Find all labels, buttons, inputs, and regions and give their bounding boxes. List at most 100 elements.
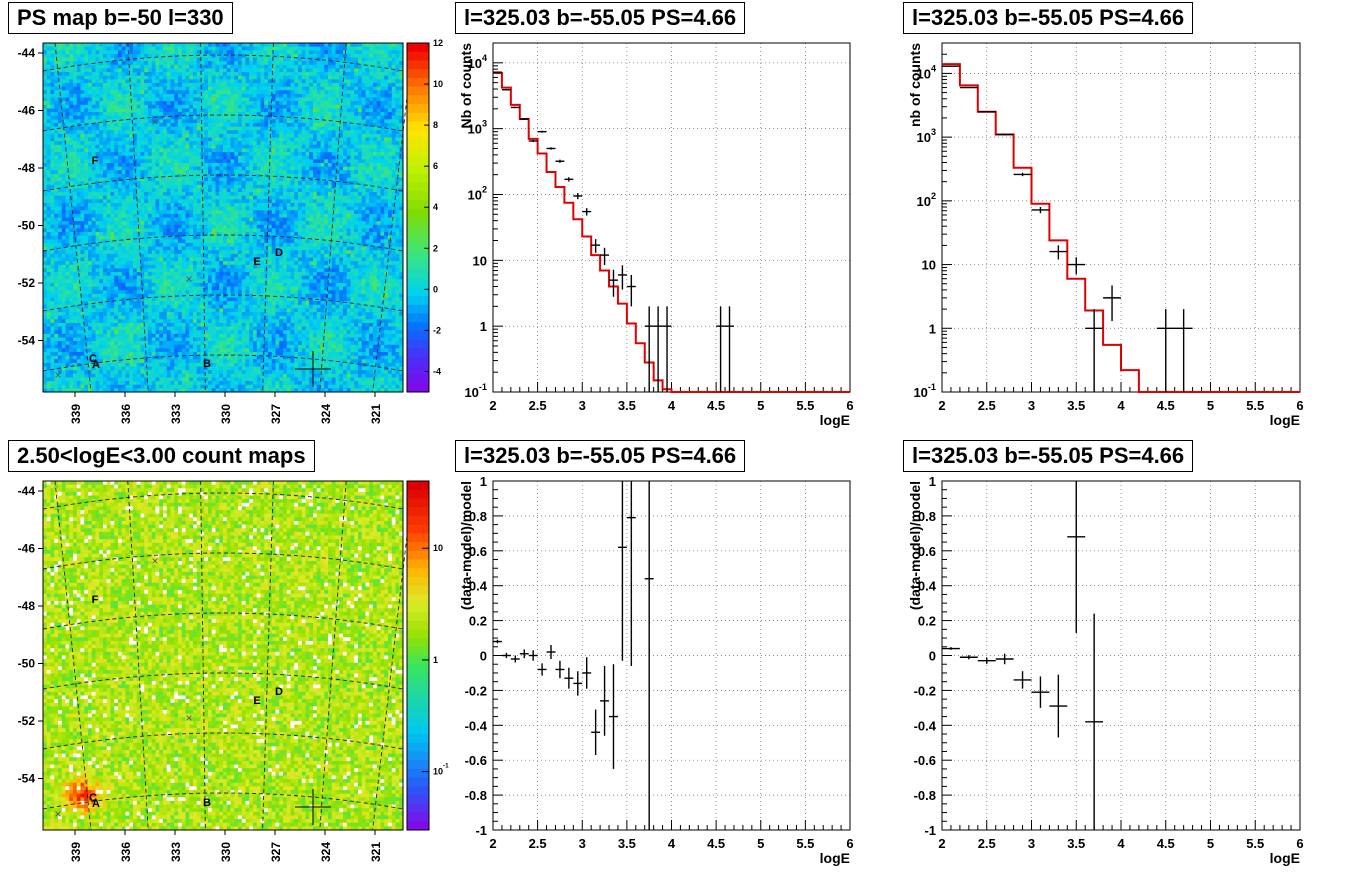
map-pixel: [66, 385, 70, 389]
map-pixel: [58, 196, 62, 200]
map-pixel: [62, 50, 66, 54]
map-pixel: [81, 247, 85, 251]
map-pixel: [103, 214, 107, 218]
map-pixel: [62, 374, 66, 378]
map-pixel: [81, 316, 85, 320]
map-pixel: [88, 43, 92, 47]
map-pixel: [47, 210, 51, 214]
map-pixel: [69, 232, 73, 236]
map-pixel: [96, 127, 100, 131]
map-pixel: [107, 112, 111, 116]
map-pixel: [69, 148, 73, 152]
map-pixel: [99, 283, 103, 287]
map-pixel: [99, 250, 103, 254]
map-pixel: [66, 87, 70, 91]
map-pixel: [92, 327, 96, 331]
map-pixel: [88, 330, 92, 334]
map-pixel: [92, 196, 96, 200]
map-pixel: [81, 112, 85, 116]
map-pixel: [88, 268, 92, 272]
map-pixel: [47, 156, 51, 160]
map-pixel: [103, 174, 107, 178]
map-pixel: [43, 90, 47, 94]
map-pixel: [58, 359, 62, 363]
map-pixel: [103, 123, 107, 127]
map-pixel: [99, 323, 103, 327]
map-pixel: [77, 203, 81, 207]
map-pixel: [103, 43, 107, 47]
map-pixel: [69, 345, 73, 349]
map-pixel: [96, 254, 100, 258]
map-pixel: [84, 68, 88, 72]
map-pixel: [51, 359, 55, 363]
map-pixel: [111, 105, 115, 109]
map-pixel: [96, 374, 100, 378]
map-pixel: [54, 257, 58, 261]
map-pixel: [107, 257, 111, 261]
map-pixel: [103, 377, 107, 381]
map-pixel: [66, 141, 70, 145]
map-pixel: [47, 305, 51, 309]
map-pixel: [47, 159, 51, 163]
map-pixel: [77, 152, 81, 156]
map-pixel: [62, 159, 66, 163]
map-pixel: [66, 261, 70, 265]
map-pixel: [92, 283, 96, 287]
map-pixel: [73, 185, 77, 189]
map-pixel: [84, 65, 88, 69]
map-pixel: [103, 287, 107, 291]
map-pixel: [54, 225, 58, 229]
map-pixel: [88, 170, 92, 174]
map-pixel: [73, 276, 77, 280]
map-pixel: [66, 101, 70, 105]
map-pixel: [69, 101, 73, 105]
map-pixel: [81, 228, 85, 232]
map-pixel: [88, 261, 92, 265]
map-pixel: [99, 254, 103, 258]
map-pixel: [77, 68, 81, 72]
map-pixel: [62, 221, 66, 225]
map-pixel: [88, 247, 92, 251]
map-pixel: [66, 312, 70, 316]
map-pixel: [107, 319, 111, 323]
map-pixel: [69, 127, 73, 131]
map-pixel: [66, 250, 70, 254]
map-pixel: [43, 330, 47, 334]
map-pixel: [81, 377, 85, 381]
map-pixel: [51, 207, 55, 211]
map-pixel: [54, 268, 58, 272]
map-pixel: [81, 254, 85, 258]
map-pixel: [103, 334, 107, 338]
map-pixel: [54, 170, 58, 174]
map-pixel: [88, 327, 92, 331]
map-pixel: [54, 116, 58, 120]
map-pixel: [96, 50, 100, 54]
map-pixel: [73, 196, 77, 200]
map-pixel: [51, 294, 55, 298]
map-pixel: [66, 308, 70, 312]
map-pixel: [107, 141, 111, 145]
map-pixel: [69, 312, 73, 316]
map-pixel: [84, 116, 88, 120]
map-pixel: [66, 334, 70, 338]
map-pixel: [81, 127, 85, 131]
map-pixel: [62, 341, 66, 345]
map-pixel: [51, 98, 55, 102]
map-pixel: [99, 116, 103, 120]
map-pixel: [47, 381, 51, 385]
map-pixel: [62, 239, 66, 243]
map-pixel: [92, 290, 96, 294]
map-pixel: [96, 79, 100, 83]
map-pixel: [43, 87, 47, 91]
map-pixel: [43, 279, 47, 283]
map-pixel: [51, 141, 55, 145]
map-pixel: [47, 283, 51, 287]
map-pixel: [69, 327, 73, 331]
map-pixel: [51, 90, 55, 94]
map-pixel: [47, 174, 51, 178]
map-pixel: [54, 287, 58, 291]
map-pixel: [77, 174, 81, 178]
map-pixel: [81, 334, 85, 338]
map-pixel: [62, 334, 66, 338]
map-pixel: [73, 327, 77, 331]
